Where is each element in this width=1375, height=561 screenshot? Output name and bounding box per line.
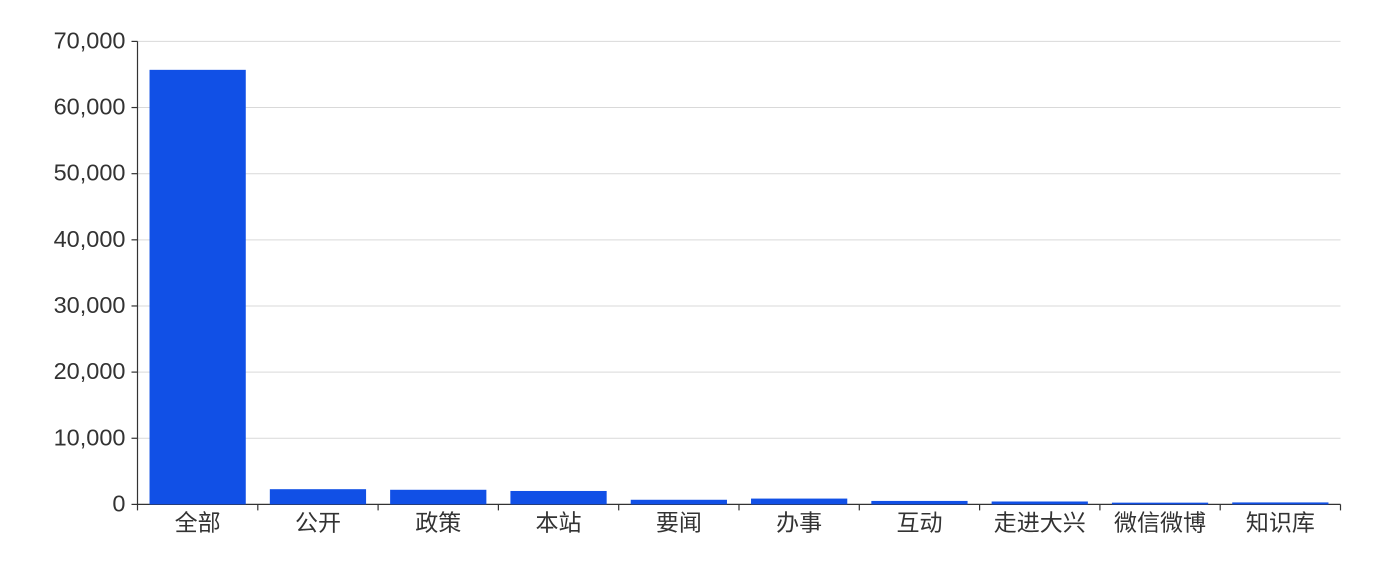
svg-text:50,000: 50,000 [54,160,126,186]
svg-text:20,000: 20,000 [54,358,126,384]
svg-text:走进大兴: 走进大兴 [994,509,1086,535]
svg-text:全部: 全部 [175,509,221,535]
svg-text:互动: 互动 [896,509,942,535]
svg-text:0: 0 [112,490,125,516]
svg-text:10,000: 10,000 [54,424,126,450]
svg-text:40,000: 40,000 [54,226,126,252]
svg-text:要闻: 要闻 [656,509,702,535]
svg-text:办事: 办事 [776,509,822,535]
svg-text:微信微博: 微信微博 [1114,509,1206,535]
svg-text:知识库: 知识库 [1246,509,1315,535]
svg-text:60,000: 60,000 [54,94,126,120]
svg-text:70,000: 70,000 [54,27,126,53]
svg-text:公开: 公开 [295,509,341,535]
svg-text:本站: 本站 [536,509,582,535]
svg-text:30,000: 30,000 [54,292,126,318]
svg-text:政策: 政策 [415,509,461,535]
